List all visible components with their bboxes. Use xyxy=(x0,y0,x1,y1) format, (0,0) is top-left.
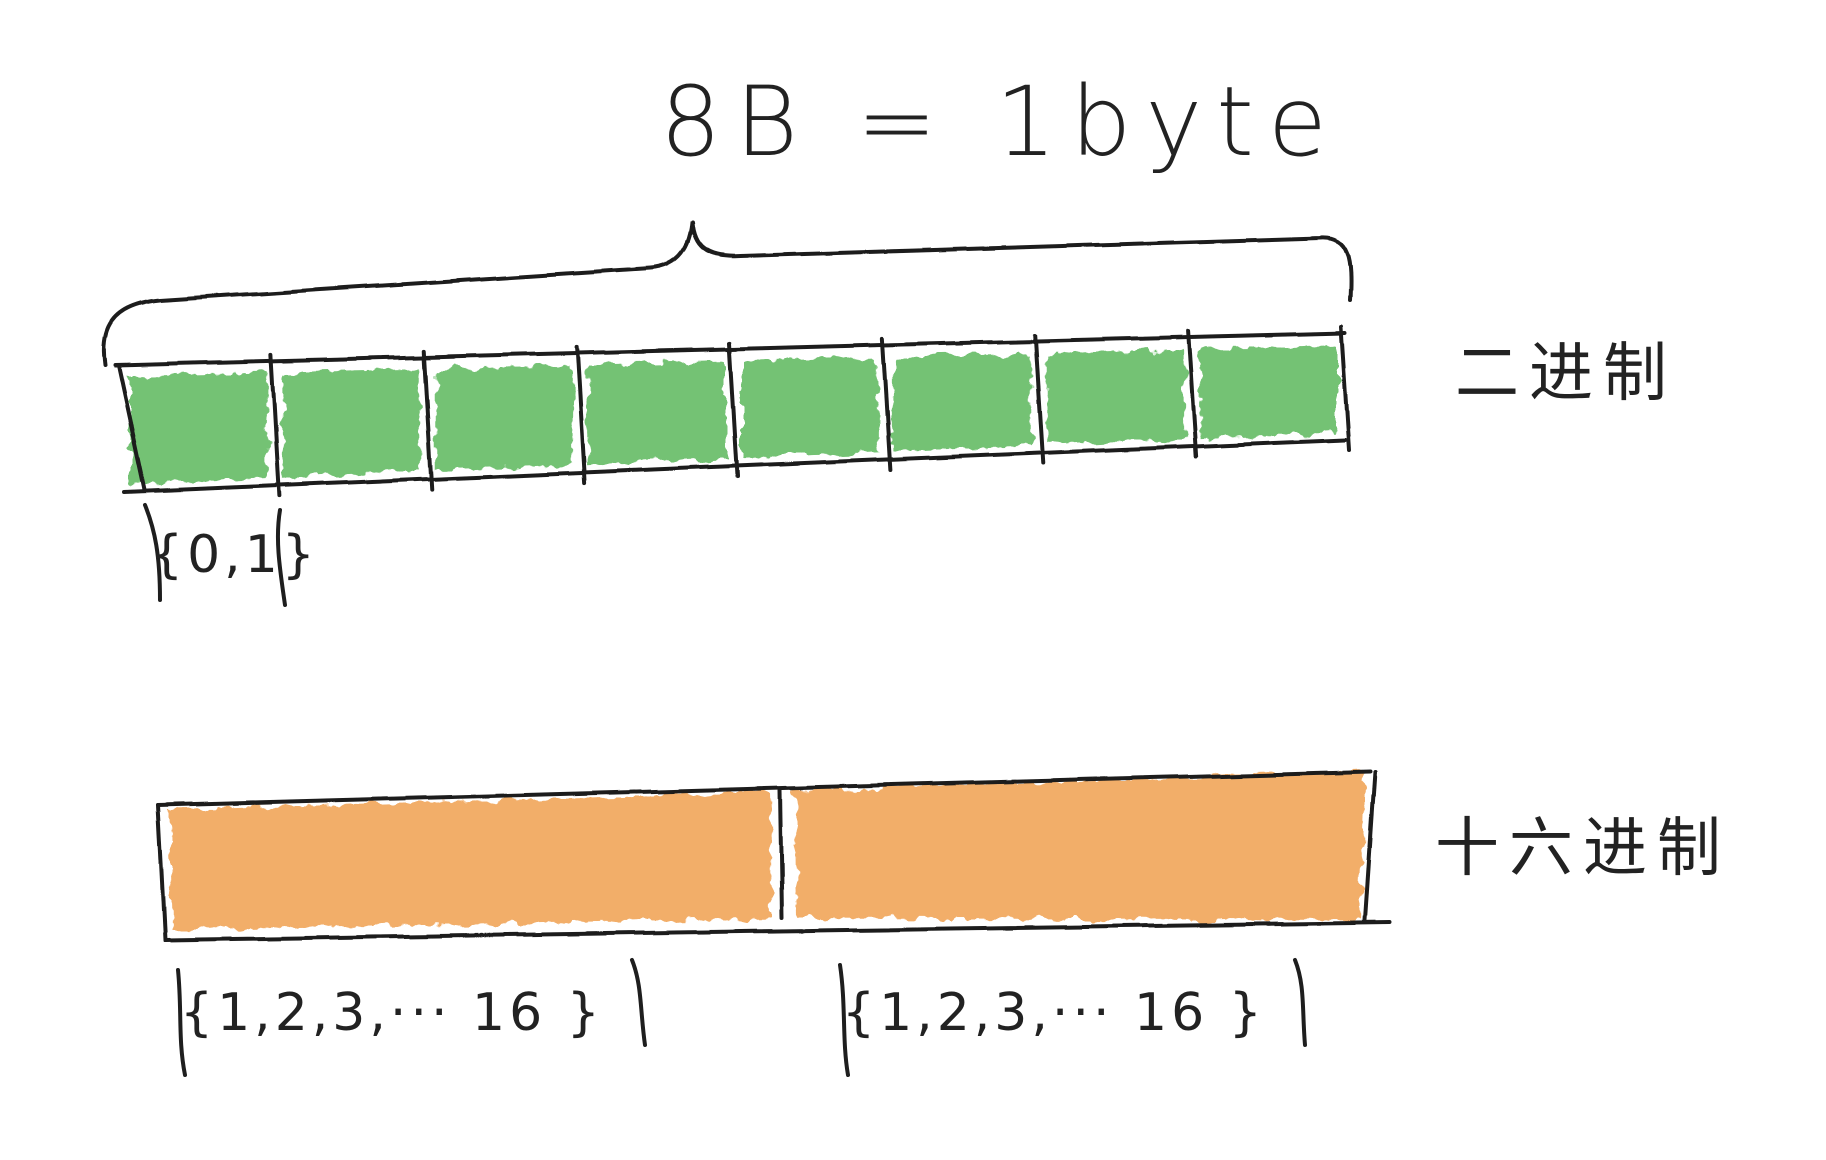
binary-cell-fill xyxy=(741,357,879,458)
hex-label: 十六进制 xyxy=(1435,812,1731,886)
binary-cell-divider xyxy=(268,352,281,498)
hex-cell-divider xyxy=(778,788,784,920)
hex-row-left-edge xyxy=(156,803,167,942)
hex-cell-fills xyxy=(170,772,1365,930)
binary-label: 二进制 xyxy=(1455,337,1677,411)
binary-cell-fill xyxy=(130,373,267,484)
hex-range-2-right-tick xyxy=(1293,958,1307,1047)
binary-cell-fills xyxy=(130,345,1337,484)
hex-row-bottom-edge xyxy=(163,920,1392,942)
binary-cell-divider xyxy=(1339,325,1351,452)
diagram-title: 8B = 1byte xyxy=(660,66,1341,178)
hex-row-right-edge xyxy=(1363,770,1377,922)
hex-cell-fill xyxy=(170,792,772,930)
binary-cell-fill xyxy=(1200,345,1337,439)
hex-range-label-1: {1,2,3,··· 16 } xyxy=(180,983,604,1043)
hex-range-1-left-tick xyxy=(176,968,187,1077)
binary-cell-divider xyxy=(1033,332,1046,466)
binary-range-marker: {0,1} xyxy=(143,503,319,607)
binary-range-left-tick xyxy=(143,503,162,602)
binary-cell-divider xyxy=(421,348,434,492)
binary-cell-divider xyxy=(1186,328,1199,459)
hex-row-top-edge xyxy=(156,770,1372,807)
hex-row-box xyxy=(156,770,1392,942)
binary-cell-divider xyxy=(880,336,893,472)
binary-cell-fill xyxy=(435,365,573,471)
hex-range-2-left-tick xyxy=(838,963,850,1077)
binary-cell-fill xyxy=(1047,349,1185,445)
binary-cell-dividers xyxy=(268,325,1351,498)
hex-range-marker-1: {1,2,3,··· 16 } xyxy=(176,958,647,1077)
hex-range-label-2: {1,2,3,··· 16 } xyxy=(842,983,1266,1043)
binary-cell-divider xyxy=(727,340,740,479)
hex-range-marker-2: {1,2,3,··· 16 } xyxy=(838,958,1307,1077)
binary-row-left-edge xyxy=(116,363,147,492)
byte-brace xyxy=(101,220,1353,367)
binary-cell-divider xyxy=(574,344,587,485)
hex-range-1-right-tick xyxy=(630,958,647,1047)
hex-cell-fill xyxy=(795,772,1365,920)
binary-range-label: {0,1} xyxy=(150,525,319,585)
binary-cell-fill xyxy=(588,361,726,465)
binary-range-right-tick xyxy=(275,508,287,607)
binary-cell-fill xyxy=(894,353,1032,452)
binary-cell-fill xyxy=(282,369,420,478)
